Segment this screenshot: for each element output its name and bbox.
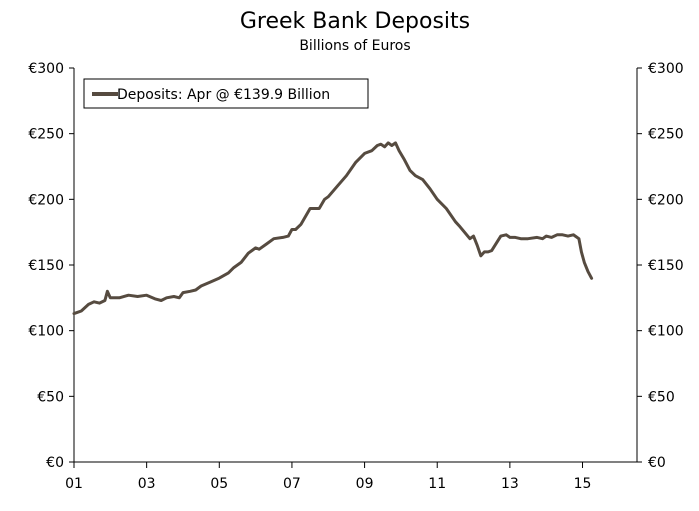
x-tick-label: 11 — [428, 476, 446, 492]
y-tick-label-left: €250 — [28, 127, 64, 143]
chart-title: Greek Bank Deposits — [240, 9, 470, 34]
x-tick-label: 07 — [283, 476, 301, 492]
y-tick-label-left: €300 — [28, 61, 64, 77]
y-tick-label-right: €200 — [648, 192, 684, 208]
y-tick-label-left: €100 — [28, 324, 64, 340]
x-tick-label: 09 — [356, 476, 374, 492]
x-tick-label: 15 — [574, 476, 592, 492]
y-tick-label-right: €100 — [648, 324, 684, 340]
y-tick-label-left: €50 — [37, 389, 64, 405]
y-tick-label-right: €150 — [648, 258, 684, 274]
series-line-deposits — [72, 141, 594, 316]
y-tick-label-right: €0 — [648, 455, 666, 471]
legend: Deposits: Apr @ €139.9 Billion — [83, 78, 369, 109]
axes — [73, 68, 638, 463]
y-tick-label-left: €150 — [28, 258, 64, 274]
x-tick-label: 13 — [501, 476, 519, 492]
x-tick-label: 03 — [138, 476, 156, 492]
ticks: €0 €0 €50 €50 €100 €100 €150 €150 €200 €200 €250 €2… — [28, 61, 683, 492]
y-tick-label-left: €200 — [28, 192, 64, 208]
legend-box — [83, 78, 369, 109]
y-tick-label-right: €50 — [648, 389, 675, 405]
series-layer — [72, 141, 594, 316]
x-tick-label: 01 — [65, 476, 83, 492]
legend-label: Deposits: Apr @ €139.9 Billion — [117, 87, 330, 103]
y-tick-label-right: €300 — [648, 61, 684, 77]
y-tick-label-left: €0 — [46, 455, 64, 471]
chart-subtitle: Billions of Euros — [299, 38, 410, 54]
x-tick-label: 05 — [210, 476, 228, 492]
y-tick-label-right: €250 — [648, 127, 684, 143]
